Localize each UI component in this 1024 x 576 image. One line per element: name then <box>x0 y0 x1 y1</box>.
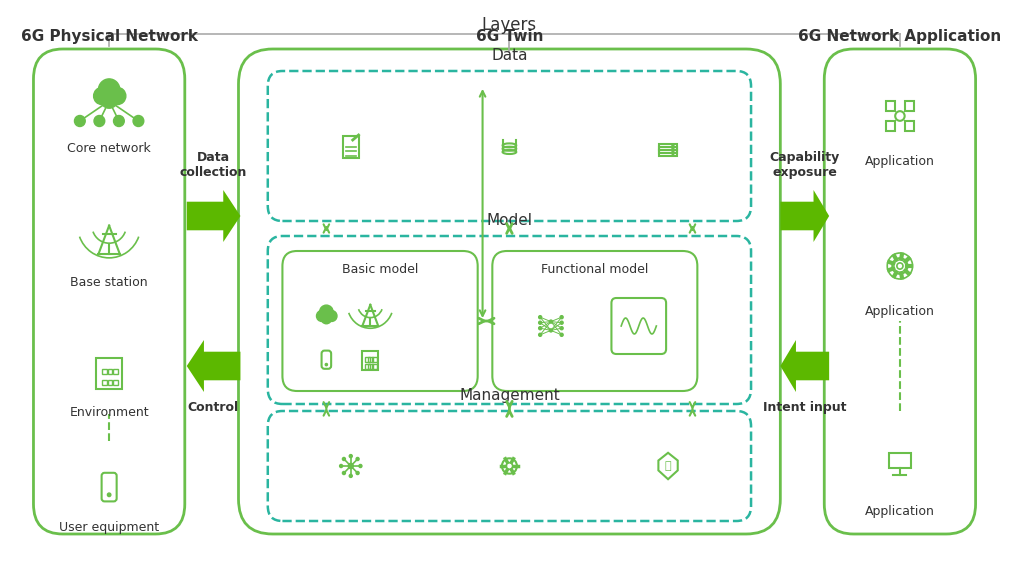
Circle shape <box>93 88 111 105</box>
Circle shape <box>356 457 359 461</box>
Polygon shape <box>780 340 829 392</box>
Circle shape <box>340 464 343 468</box>
Text: Data: Data <box>492 48 527 63</box>
Text: Intent input: Intent input <box>763 401 847 414</box>
Circle shape <box>348 463 353 469</box>
Circle shape <box>342 457 345 461</box>
Circle shape <box>550 329 552 332</box>
Circle shape <box>316 310 327 321</box>
Circle shape <box>560 316 563 319</box>
Text: Environment: Environment <box>70 407 148 419</box>
Text: Basic model: Basic model <box>342 263 418 276</box>
Circle shape <box>359 464 361 468</box>
Circle shape <box>94 116 104 127</box>
Circle shape <box>349 475 352 478</box>
Polygon shape <box>186 340 241 392</box>
Circle shape <box>319 305 333 319</box>
Circle shape <box>322 313 332 324</box>
Circle shape <box>349 454 352 458</box>
Circle shape <box>539 327 542 329</box>
Circle shape <box>672 145 675 148</box>
Text: Application: Application <box>865 305 935 317</box>
Text: Data
collection: Data collection <box>179 151 247 179</box>
Circle shape <box>342 472 345 475</box>
Circle shape <box>672 149 675 151</box>
Circle shape <box>550 320 552 323</box>
Polygon shape <box>780 190 829 242</box>
Circle shape <box>100 91 118 108</box>
Circle shape <box>133 116 143 127</box>
Text: User equipment: User equipment <box>59 521 159 535</box>
Circle shape <box>356 472 359 475</box>
Circle shape <box>560 321 563 324</box>
Circle shape <box>539 316 542 319</box>
Circle shape <box>560 327 563 329</box>
Circle shape <box>75 116 85 127</box>
Circle shape <box>560 334 563 336</box>
Text: 6G Physical Network: 6G Physical Network <box>20 29 198 44</box>
Text: Control: Control <box>187 401 239 414</box>
Text: Functional model: Functional model <box>541 263 648 276</box>
Text: 6G Twin: 6G Twin <box>476 29 543 44</box>
Text: 🔒: 🔒 <box>665 461 672 471</box>
Circle shape <box>110 88 126 105</box>
Text: 6G Network Application: 6G Network Application <box>799 29 1001 44</box>
Circle shape <box>539 321 542 324</box>
Circle shape <box>672 151 675 154</box>
Text: Application: Application <box>865 154 935 168</box>
Circle shape <box>327 310 337 321</box>
Circle shape <box>539 334 542 336</box>
Circle shape <box>108 493 111 497</box>
Circle shape <box>114 116 124 127</box>
Text: Management: Management <box>459 388 560 403</box>
Text: Base station: Base station <box>71 276 147 290</box>
Text: Layers: Layers <box>481 16 537 34</box>
Text: Model: Model <box>486 213 532 228</box>
Text: Application: Application <box>865 505 935 517</box>
Circle shape <box>98 79 120 101</box>
Polygon shape <box>186 190 241 242</box>
Circle shape <box>326 363 328 366</box>
Text: Capability
exposure: Capability exposure <box>770 151 840 179</box>
Text: Core network: Core network <box>68 142 151 154</box>
